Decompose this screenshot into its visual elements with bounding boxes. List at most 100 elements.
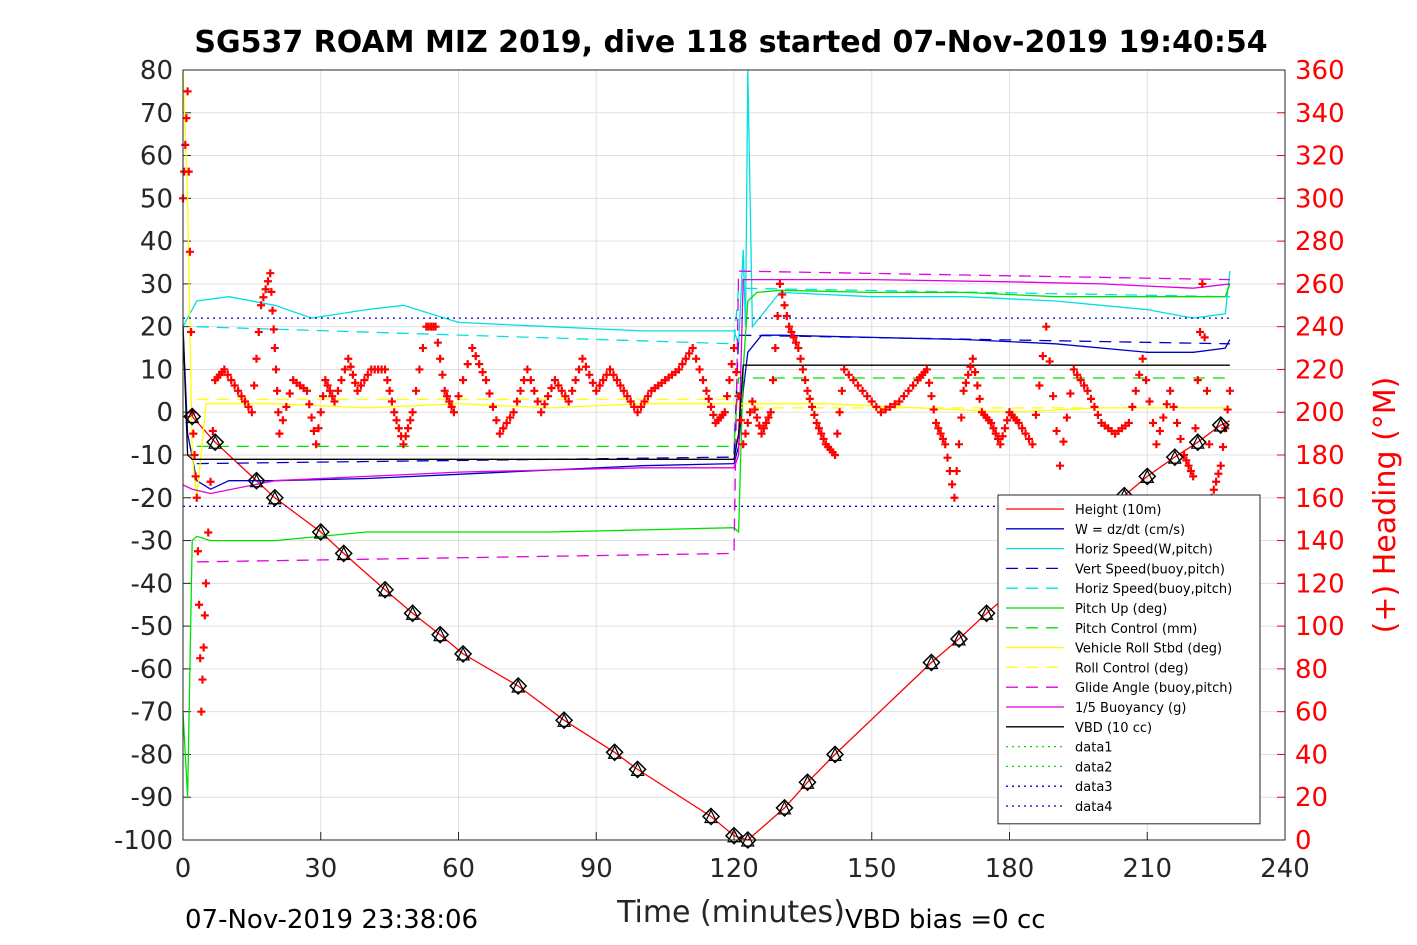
heading-point	[445, 397, 454, 406]
legend-label: Horiz Speed(W,pitch)	[1075, 543, 1213, 558]
waypoint-triangle	[511, 678, 526, 693]
heading-point	[959, 386, 968, 395]
heading-point	[810, 410, 819, 419]
waypoint-triangle	[433, 627, 448, 642]
heading-point	[692, 354, 701, 363]
heading-point	[533, 397, 542, 406]
y2-tick-label: 60	[1295, 698, 1328, 728]
heading-point	[725, 376, 734, 385]
heading-point	[208, 426, 217, 435]
waypoint-diamond	[949, 629, 969, 649]
heading-point	[764, 413, 773, 422]
heading-point	[927, 392, 936, 401]
heading-point	[588, 378, 597, 387]
y-tick-label: -50	[131, 612, 173, 642]
heading-point	[769, 376, 778, 385]
heading-point	[191, 472, 200, 481]
heading-point	[895, 397, 904, 406]
waypoint-diamond	[825, 745, 845, 764]
legend-label: Horiz Speed(buoy,pitch)	[1075, 582, 1232, 597]
heading-point	[849, 376, 858, 385]
heading-point	[250, 381, 259, 390]
heading-point	[1202, 386, 1211, 395]
waypoint-triangle	[1167, 449, 1182, 464]
heading-point	[922, 365, 931, 374]
series-vert-speed-buoy-pitch	[196, 334, 1230, 465]
waypoint-diamond	[509, 676, 528, 696]
waypoint-diamond	[334, 544, 353, 563]
heading-point	[1225, 386, 1234, 395]
y2-tick-label: 120	[1295, 569, 1345, 599]
waypoint-triangle	[952, 631, 966, 646]
heading-point	[187, 328, 196, 337]
heading-point	[561, 392, 570, 401]
heading-point	[257, 301, 266, 310]
heading-point	[867, 397, 876, 406]
y-tick-label: 60	[140, 142, 173, 172]
heading-point	[190, 451, 199, 459]
heading-point	[192, 493, 201, 502]
x-tick-label: 90	[580, 854, 613, 884]
heading-point	[943, 453, 952, 462]
heading-point	[1159, 413, 1168, 422]
heading-point	[945, 467, 954, 476]
y-tick-label: -80	[131, 740, 173, 770]
heading-point	[185, 247, 194, 256]
heading-point	[771, 344, 780, 353]
heading-point	[1166, 386, 1175, 395]
heading-point	[971, 368, 980, 377]
heading-point	[925, 378, 934, 387]
heading-point	[1056, 461, 1065, 470]
waypoint-diamond	[1188, 433, 1207, 452]
heading-point	[189, 429, 198, 438]
heading-point	[268, 306, 277, 315]
y-tick-label: -60	[131, 655, 173, 685]
heading-point	[333, 386, 342, 395]
heading-point	[234, 386, 243, 395]
heading-point	[1042, 322, 1051, 331]
legend-label: Glide Angle (buoy,pitch)	[1075, 681, 1233, 696]
heading-point	[872, 402, 881, 411]
heading-point	[499, 424, 508, 433]
y-tick-label: 10	[140, 355, 173, 385]
heading-point	[941, 440, 950, 449]
heading-point	[994, 434, 1003, 443]
y2-tick-label: 260	[1295, 270, 1345, 300]
heading-point	[1066, 389, 1075, 398]
y-tick-label: 70	[140, 99, 173, 129]
waypoint-diamond	[798, 773, 817, 792]
heading-point	[340, 365, 349, 374]
heading-point	[394, 424, 403, 433]
heading-point	[274, 408, 283, 417]
heading-point	[1093, 410, 1102, 419]
heading-point	[195, 600, 204, 609]
heading-point	[730, 344, 738, 353]
heading-point	[991, 429, 1000, 438]
waypoint-diamond	[555, 711, 574, 730]
heading-point	[1223, 405, 1232, 414]
heading-point	[619, 386, 628, 395]
heading-point	[805, 394, 814, 403]
heading-point	[267, 287, 276, 296]
y-tick-label: -90	[131, 783, 173, 813]
heading-point	[199, 643, 208, 652]
heading-point	[1128, 402, 1137, 411]
heading-point	[886, 402, 895, 411]
legend-label: W = dz/dt (cm/s)	[1075, 523, 1185, 538]
heading-point	[415, 365, 424, 374]
waypoint-diamond	[628, 760, 647, 779]
heading-point	[1155, 426, 1164, 435]
heading-point	[863, 392, 872, 401]
heading-point	[844, 370, 853, 379]
marker-layer	[179, 87, 1234, 850]
heading-point	[196, 654, 205, 663]
y2-tick-label: 20	[1295, 783, 1328, 813]
heading-point	[360, 376, 369, 385]
heading-point	[537, 408, 546, 417]
y2-tick-label: 360	[1295, 56, 1345, 86]
y2-tick-label: 100	[1295, 612, 1345, 642]
legend-label: Vehicle Roll Stbd (deg)	[1075, 642, 1222, 657]
y2-tick-label: 220	[1295, 355, 1345, 385]
heading-point	[831, 451, 840, 459]
heading-point	[433, 338, 442, 347]
